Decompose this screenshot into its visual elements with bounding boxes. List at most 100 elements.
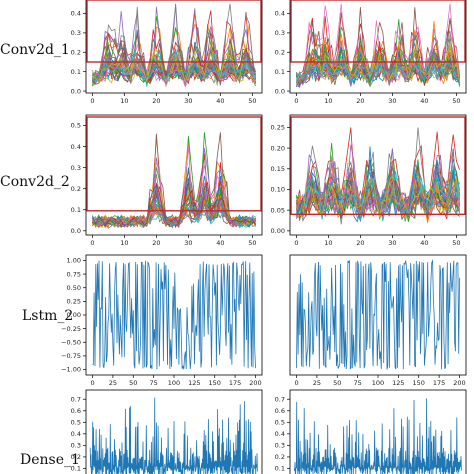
series-line [92, 41, 256, 81]
series-line [92, 186, 256, 229]
series-line [296, 167, 460, 218]
axes-frame [289, 0, 467, 94]
y-tick-label: 0.3 [275, 29, 285, 37]
x-tick-label: 30 [388, 239, 396, 247]
y-tick-label: −1.00 [61, 366, 81, 374]
series-line [296, 39, 460, 85]
x-tick-label: 0 [294, 239, 298, 247]
y-tick-label: 0.1 [275, 68, 285, 76]
x-tick-label: 25 [313, 379, 321, 387]
x-tick-label: 125 [392, 379, 404, 387]
x-tick-label: 125 [188, 379, 200, 387]
series-line [296, 3, 460, 84]
y-tick-label: 0.10 [271, 186, 285, 194]
y-tick-label: 0.75 [67, 270, 81, 278]
x-tick-label: 150 [413, 379, 425, 387]
series-line [89, 397, 258, 474]
y-tick-label: 0.4 [275, 430, 285, 438]
y-tick-label: 0.6 [71, 407, 81, 415]
series-line [92, 260, 256, 370]
y-tick-label: −0.75 [61, 352, 81, 360]
series-line [296, 259, 460, 370]
series-line [92, 132, 256, 228]
y-tick-label: −0.25 [61, 325, 81, 333]
x-tick-label: 10 [120, 97, 128, 105]
x-tick-label: 50 [452, 97, 460, 105]
highlight-box [86, 116, 262, 212]
y-tick-label: 0.6 [275, 407, 285, 415]
y-tick-label: 0.00 [67, 311, 81, 319]
x-tick-label: 75 [353, 379, 361, 387]
x-tick-label: 50 [248, 97, 256, 105]
series-line [296, 159, 460, 221]
plot-area [296, 259, 460, 370]
series-line [293, 398, 462, 474]
series-line [92, 60, 256, 83]
y-tick-label: 0.0 [275, 87, 285, 95]
y-tick-label: 0.2 [275, 453, 285, 461]
axes-frame [289, 389, 467, 474]
panel-3: 0.0 0.1 0.2 0.3 0.4 0.5 0 10 20 30 40 50 [71, 114, 263, 247]
x-tick-label: 40 [420, 97, 428, 105]
highlight-box [290, 0, 466, 63]
x-tick-label: 10 [120, 239, 128, 247]
x-tick-label: 200 [249, 379, 261, 387]
y-tick-label: 0.3 [71, 164, 81, 172]
y-tick-label: 0.25 [67, 298, 81, 306]
y-tick-label: −0.50 [61, 338, 81, 346]
y-tick-label: 0.15 [271, 165, 285, 173]
y-tick-label: 0.2 [71, 48, 81, 56]
series-line [92, 138, 256, 228]
x-tick-label: 75 [149, 379, 157, 387]
x-tick-label: 30 [388, 97, 396, 105]
y-tick-label: 0.25 [271, 124, 285, 132]
series-line [92, 3, 256, 83]
row-label-conv2d-1: Conv2d_1 [0, 42, 70, 58]
axes-frame [85, 114, 263, 236]
series-line [92, 190, 256, 229]
y-tick-label: 0.5 [275, 419, 285, 427]
plot-area [92, 132, 256, 229]
y-tick-label: 0.3 [71, 442, 81, 450]
x-tick-label: 40 [216, 239, 224, 247]
y-tick-label: 0.50 [67, 284, 81, 292]
y-tick-label: 0.2 [71, 185, 81, 193]
x-tick-label: 0 [90, 379, 94, 387]
panels: 0.00.10.20.30.40 10 20 30 40 500.00.10.20.30.… [61, 0, 467, 474]
series-line [92, 153, 256, 229]
x-tick-label: 30 [184, 97, 192, 105]
plot-area [89, 397, 258, 474]
x-tick-label: 40 [216, 97, 224, 105]
panel-7: 0.1 0.2 0.3 0.4 0.5 0.6 0.7 [71, 389, 263, 474]
y-tick-label: 0.20 [271, 144, 285, 152]
y-tick-label: 0.7 [275, 395, 285, 403]
x-tick-label: 200 [453, 379, 465, 387]
highlight-box [86, 0, 262, 63]
panel-2: 0.0 0.1 0.2 0.3 0.4 0 10 20 30 40 50 [275, 0, 467, 105]
highlight-box [290, 116, 466, 216]
panel-4: 0.00 0.05 0.10 0.15 0.20 0.25 0 10 20 30 40 50 [271, 114, 467, 247]
series-line [296, 164, 460, 220]
series-line [92, 146, 256, 229]
series-line [92, 132, 256, 228]
y-tick-label: 0.1 [275, 465, 285, 473]
series-line [296, 41, 460, 83]
y-tick-label: 0.1 [71, 465, 81, 473]
plot-area [296, 3, 460, 89]
panel-6: 0 25 50 75 100 125 150 175 200 [289, 254, 467, 387]
x-tick-label: 50 [129, 379, 137, 387]
y-tick-label: 0.1 [71, 206, 81, 214]
y-tick-label: 0.1 [71, 68, 81, 76]
y-tick-label: 0.4 [71, 143, 81, 151]
x-tick-label: 40 [420, 239, 428, 247]
x-tick-label: 10 [324, 97, 332, 105]
y-tick-label: 0.2 [275, 48, 285, 56]
x-tick-label: 0 [90, 97, 94, 105]
panel-8: 0.1 0.2 0.3 0.4 0.5 0.6 0.7 [275, 389, 467, 474]
series-line [92, 148, 256, 229]
y-tick-label: 0.5 [71, 122, 81, 130]
x-tick-label: 150 [209, 379, 221, 387]
row-labels: Conv2d_1 Conv2d_2 Lstm_2 Dense_1 [0, 42, 80, 468]
x-tick-label: 0 [294, 97, 298, 105]
x-tick-label: 30 [184, 239, 192, 247]
